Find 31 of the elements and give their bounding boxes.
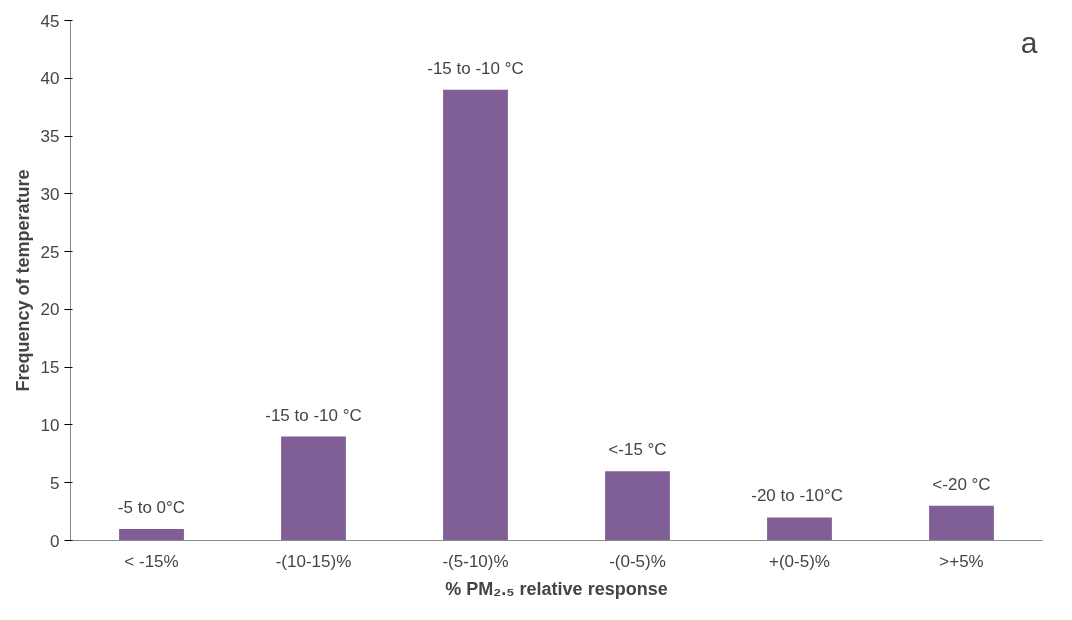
annotation: a [1020, 25, 1038, 59]
x-tick-label: -(10-15)% [275, 551, 352, 571]
bar [605, 471, 670, 541]
annotation: <-20 °C [932, 474, 991, 494]
bar [443, 89, 508, 541]
y-tick-label: 45 [40, 11, 60, 31]
y-tick-label: 20 [40, 300, 60, 320]
y-tick-label: 25 [40, 242, 60, 262]
x-axis-title: % PM₂.₅ relative response [445, 578, 668, 599]
bar [281, 436, 346, 541]
annotation: -15 to -10 °C [265, 405, 362, 425]
bar [767, 517, 832, 541]
y-tick-label: 0 [50, 531, 60, 551]
annotation: -15 to -10 °C [427, 58, 524, 78]
x-tick-label: >+5% [939, 551, 984, 571]
y-axis-title: Frequency of temperature [12, 169, 33, 392]
y-tick-label: 5 [50, 473, 60, 493]
bar [929, 505, 994, 541]
annotation: -5 to 0°C [117, 497, 186, 517]
x-tick-label: +(0-5)% [769, 551, 830, 571]
y-tick-label: 10 [40, 415, 60, 435]
x-tick-label: -(0-5)% [609, 551, 666, 571]
x-tick-label: < -15% [124, 551, 179, 571]
y-tick-label: 30 [40, 184, 60, 204]
y-tick-label: 40 [40, 69, 60, 89]
bar [119, 528, 184, 541]
annotation: -20 to -10°C [751, 486, 844, 506]
annotation: <-15 °C [608, 440, 667, 460]
y-tick-label: 35 [40, 127, 60, 147]
y-tick-label: 15 [40, 358, 60, 378]
x-tick-label: -(5-10)% [442, 551, 509, 571]
